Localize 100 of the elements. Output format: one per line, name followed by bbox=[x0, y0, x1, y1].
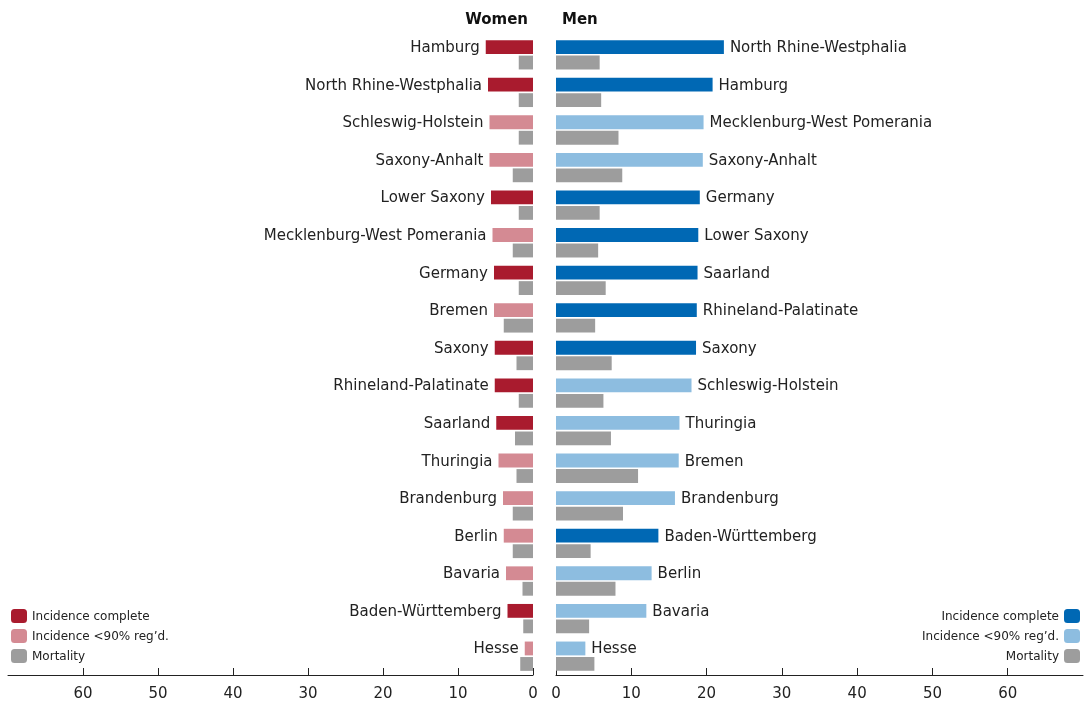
y-tick-label: Mecklenburg-West Pomerania bbox=[263, 225, 487, 244]
x-tick-label: 20 bbox=[697, 683, 717, 702]
y-tick-label: Hamburg bbox=[718, 75, 789, 94]
x-tick-label: 60 bbox=[998, 683, 1018, 702]
bar bbox=[506, 566, 533, 581]
y-tick-label: Lower Saxony bbox=[380, 188, 486, 207]
bar bbox=[556, 40, 724, 54]
legend-label: Incidence <90% reg’d. bbox=[922, 629, 1059, 643]
y-tick-label: North Rhine-Westphalia bbox=[729, 38, 907, 57]
bar bbox=[556, 281, 606, 295]
chart-title: Men bbox=[562, 9, 598, 28]
y-tick-label: Bavaria bbox=[652, 601, 710, 620]
y-tick-label: Schleswig-Holstein bbox=[342, 113, 484, 132]
y-tick-label: Schleswig-Holstein bbox=[697, 376, 839, 395]
bar bbox=[556, 243, 599, 258]
y-tick-label: Brandenburg bbox=[680, 489, 779, 508]
bar bbox=[556, 152, 703, 167]
bar bbox=[512, 544, 533, 559]
bar bbox=[556, 115, 704, 130]
y-tick-label: Rhineland-Palatinate bbox=[702, 301, 859, 320]
y-tick-label: Saxony bbox=[702, 338, 757, 357]
y-tick-label: Baden-Württemberg bbox=[349, 601, 502, 620]
x-tick-label: 0 bbox=[551, 683, 561, 702]
bar bbox=[556, 506, 623, 521]
y-tick-label: Thuringia bbox=[684, 413, 757, 432]
bar bbox=[556, 340, 697, 355]
y-tick-label: Rhineland-Palatinate bbox=[333, 376, 489, 395]
y-tick-label: Berlin bbox=[657, 564, 702, 583]
bar bbox=[491, 190, 533, 205]
bar bbox=[556, 190, 700, 205]
y-tick-label: Thuringia bbox=[420, 451, 493, 470]
bar bbox=[524, 641, 533, 656]
bar bbox=[523, 619, 533, 634]
bar bbox=[556, 265, 698, 280]
bar bbox=[556, 168, 623, 183]
bar bbox=[518, 205, 533, 220]
bar bbox=[556, 356, 612, 371]
legend-label: Mortality bbox=[32, 649, 86, 663]
chart-title: Women bbox=[465, 9, 529, 28]
bar bbox=[522, 581, 533, 596]
bar bbox=[556, 378, 692, 393]
bar bbox=[512, 168, 533, 183]
bar bbox=[556, 416, 680, 430]
bar bbox=[556, 528, 659, 543]
bar bbox=[494, 378, 533, 393]
bar bbox=[556, 55, 600, 70]
bar bbox=[518, 281, 533, 295]
bar bbox=[503, 491, 533, 506]
bar bbox=[556, 205, 600, 220]
bar bbox=[489, 115, 533, 130]
y-tick-label: Berlin bbox=[454, 526, 498, 545]
y-tick-label: Lower Saxony bbox=[704, 225, 809, 244]
bar bbox=[556, 228, 699, 242]
bar bbox=[556, 453, 679, 468]
y-tick-label: Saxony-Anhalt bbox=[375, 150, 484, 169]
bar bbox=[520, 657, 533, 671]
bar bbox=[556, 431, 611, 446]
bar bbox=[518, 130, 533, 145]
bar bbox=[556, 657, 595, 671]
legend-label: Incidence <90% reg’d. bbox=[32, 629, 169, 643]
bar bbox=[556, 393, 604, 408]
bar bbox=[498, 453, 533, 468]
bar bbox=[518, 55, 533, 70]
legend-label: Incidence complete bbox=[32, 609, 150, 623]
bar bbox=[556, 303, 697, 318]
x-tick-label: 0 bbox=[528, 683, 538, 702]
bar bbox=[516, 356, 533, 371]
bar bbox=[556, 566, 652, 581]
y-tick-label: Brandenburg bbox=[399, 489, 497, 508]
y-tick-label: Saarland bbox=[703, 263, 771, 282]
x-tick-label: 50 bbox=[148, 683, 168, 702]
x-tick-label: 10 bbox=[621, 683, 641, 702]
bar bbox=[556, 544, 591, 559]
bar bbox=[489, 152, 533, 167]
bar bbox=[556, 130, 619, 145]
bar bbox=[556, 619, 590, 634]
x-tick-label: 40 bbox=[223, 683, 243, 702]
y-tick-label: Germany bbox=[419, 263, 489, 282]
bar bbox=[556, 641, 586, 656]
y-tick-label: Saarland bbox=[423, 413, 491, 432]
bar bbox=[556, 469, 639, 483]
y-tick-label: Hamburg bbox=[410, 38, 480, 57]
y-tick-label: Bavaria bbox=[442, 564, 500, 583]
bar bbox=[512, 506, 533, 521]
bar bbox=[494, 340, 533, 355]
y-tick-label: Baden-Württemberg bbox=[664, 526, 817, 545]
bar bbox=[512, 243, 533, 258]
bar bbox=[556, 603, 647, 618]
y-tick-label: Germany bbox=[705, 188, 775, 207]
bar bbox=[494, 265, 533, 280]
x-tick-label: 10 bbox=[448, 683, 468, 702]
bar bbox=[556, 93, 602, 108]
x-tick-label: 60 bbox=[73, 683, 93, 702]
bar bbox=[515, 431, 533, 446]
bar bbox=[518, 393, 533, 408]
bar bbox=[503, 528, 533, 543]
bar bbox=[516, 469, 533, 483]
x-tick-label: 20 bbox=[373, 683, 393, 702]
legend-label: Mortality bbox=[1005, 649, 1059, 663]
bar bbox=[496, 416, 533, 430]
